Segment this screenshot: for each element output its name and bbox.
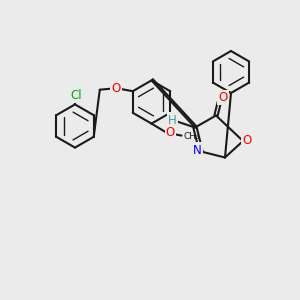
Text: O: O (218, 91, 227, 104)
Text: N: N (193, 143, 202, 157)
Text: O: O (112, 82, 121, 95)
Text: Cl: Cl (71, 89, 82, 102)
Text: O: O (166, 126, 175, 139)
Text: H: H (168, 113, 177, 127)
Text: O: O (242, 134, 251, 148)
Text: CH₃: CH₃ (183, 132, 200, 141)
